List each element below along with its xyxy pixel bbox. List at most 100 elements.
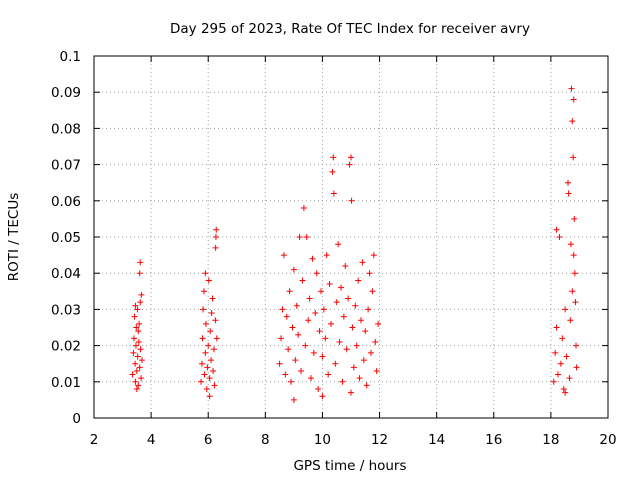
data-point xyxy=(349,324,356,331)
y-tick-label: 0.1 xyxy=(60,49,81,65)
data-point xyxy=(335,241,342,248)
x-axis-label: GPS time / hours xyxy=(293,458,406,474)
data-point xyxy=(130,335,137,342)
data-point xyxy=(198,378,205,385)
data-point xyxy=(308,375,315,382)
data-point xyxy=(315,386,322,393)
data-point xyxy=(288,378,295,385)
data-point xyxy=(210,367,217,374)
data-point xyxy=(568,85,575,92)
data-point xyxy=(312,310,319,317)
data-point xyxy=(133,386,140,393)
data-point xyxy=(303,234,310,240)
data-point xyxy=(571,215,578,222)
data-point xyxy=(318,288,325,295)
data-point xyxy=(299,277,306,284)
data-point xyxy=(316,328,323,335)
data-point xyxy=(305,317,312,324)
data-point xyxy=(566,375,573,382)
data-point xyxy=(138,375,145,382)
data-point xyxy=(205,342,212,349)
data-point xyxy=(136,270,143,277)
data-point xyxy=(373,367,380,374)
y-tick-label: 0.07 xyxy=(51,158,81,174)
x-tick-label: 10 xyxy=(314,432,331,448)
data-point xyxy=(201,371,208,378)
data-point xyxy=(325,371,332,378)
data-point xyxy=(290,396,297,403)
data-point xyxy=(559,335,566,342)
data-point xyxy=(571,270,578,277)
data-point xyxy=(329,168,336,175)
data-point xyxy=(212,234,219,240)
x-tick-label: 4 xyxy=(147,432,156,448)
data-point xyxy=(132,342,139,349)
x-tick-label: 18 xyxy=(542,432,559,448)
data-point xyxy=(213,335,220,342)
data-point xyxy=(283,313,290,320)
data-point xyxy=(563,353,570,360)
data-point xyxy=(199,335,206,342)
data-point xyxy=(132,360,139,367)
x-tick-label: 14 xyxy=(428,432,445,448)
data-point xyxy=(206,393,213,400)
x-tick-label: 12 xyxy=(371,432,388,448)
data-point xyxy=(137,299,144,306)
data-point xyxy=(352,302,359,309)
data-point xyxy=(310,349,317,356)
x-tick-label: 6 xyxy=(204,432,213,448)
data-point xyxy=(212,317,219,324)
data-point xyxy=(573,364,580,371)
data-point xyxy=(555,371,562,378)
data-point xyxy=(346,161,353,168)
data-point xyxy=(137,259,144,266)
data-point xyxy=(134,306,141,313)
data-point xyxy=(375,320,382,327)
data-point xyxy=(570,96,577,103)
data-point xyxy=(567,241,574,248)
data-point xyxy=(562,389,569,396)
data-point xyxy=(200,306,207,313)
data-point xyxy=(348,197,355,204)
data-point xyxy=(132,378,139,385)
data-point xyxy=(339,378,346,385)
data-point xyxy=(136,364,143,371)
data-point xyxy=(572,299,579,306)
data-point xyxy=(338,284,345,291)
data-point xyxy=(565,190,572,197)
data-point xyxy=(356,375,363,382)
data-point xyxy=(322,335,329,342)
data-point xyxy=(202,349,209,356)
data-point xyxy=(343,346,350,353)
data-point xyxy=(332,360,339,367)
data-point xyxy=(203,386,210,393)
data-point xyxy=(342,262,349,269)
data-point xyxy=(213,226,220,233)
chart-title: Day 295 of 2023, Rate Of TEC Index for r… xyxy=(170,21,530,37)
data-point xyxy=(202,320,209,327)
data-point xyxy=(326,281,333,288)
data-point xyxy=(565,179,572,186)
data-point xyxy=(295,331,302,338)
data-point xyxy=(369,288,376,295)
data-point xyxy=(280,252,287,259)
data-point xyxy=(286,288,293,295)
data-point xyxy=(363,382,370,389)
data-point xyxy=(330,190,337,197)
data-point xyxy=(200,288,207,295)
data-point xyxy=(360,357,367,364)
data-point xyxy=(198,360,205,367)
data-point xyxy=(309,255,316,262)
y-tick-label: 0.08 xyxy=(51,121,81,137)
y-axis-label: ROTI / TECUs xyxy=(6,193,22,281)
data-point xyxy=(348,154,354,161)
data-point xyxy=(138,357,145,364)
data-point xyxy=(328,320,335,327)
y-tick-label: 0.02 xyxy=(51,339,81,355)
data-point xyxy=(370,252,377,259)
data-point xyxy=(129,371,136,378)
data-point xyxy=(202,270,209,277)
data-point xyxy=(207,328,214,335)
data-point xyxy=(279,306,286,313)
